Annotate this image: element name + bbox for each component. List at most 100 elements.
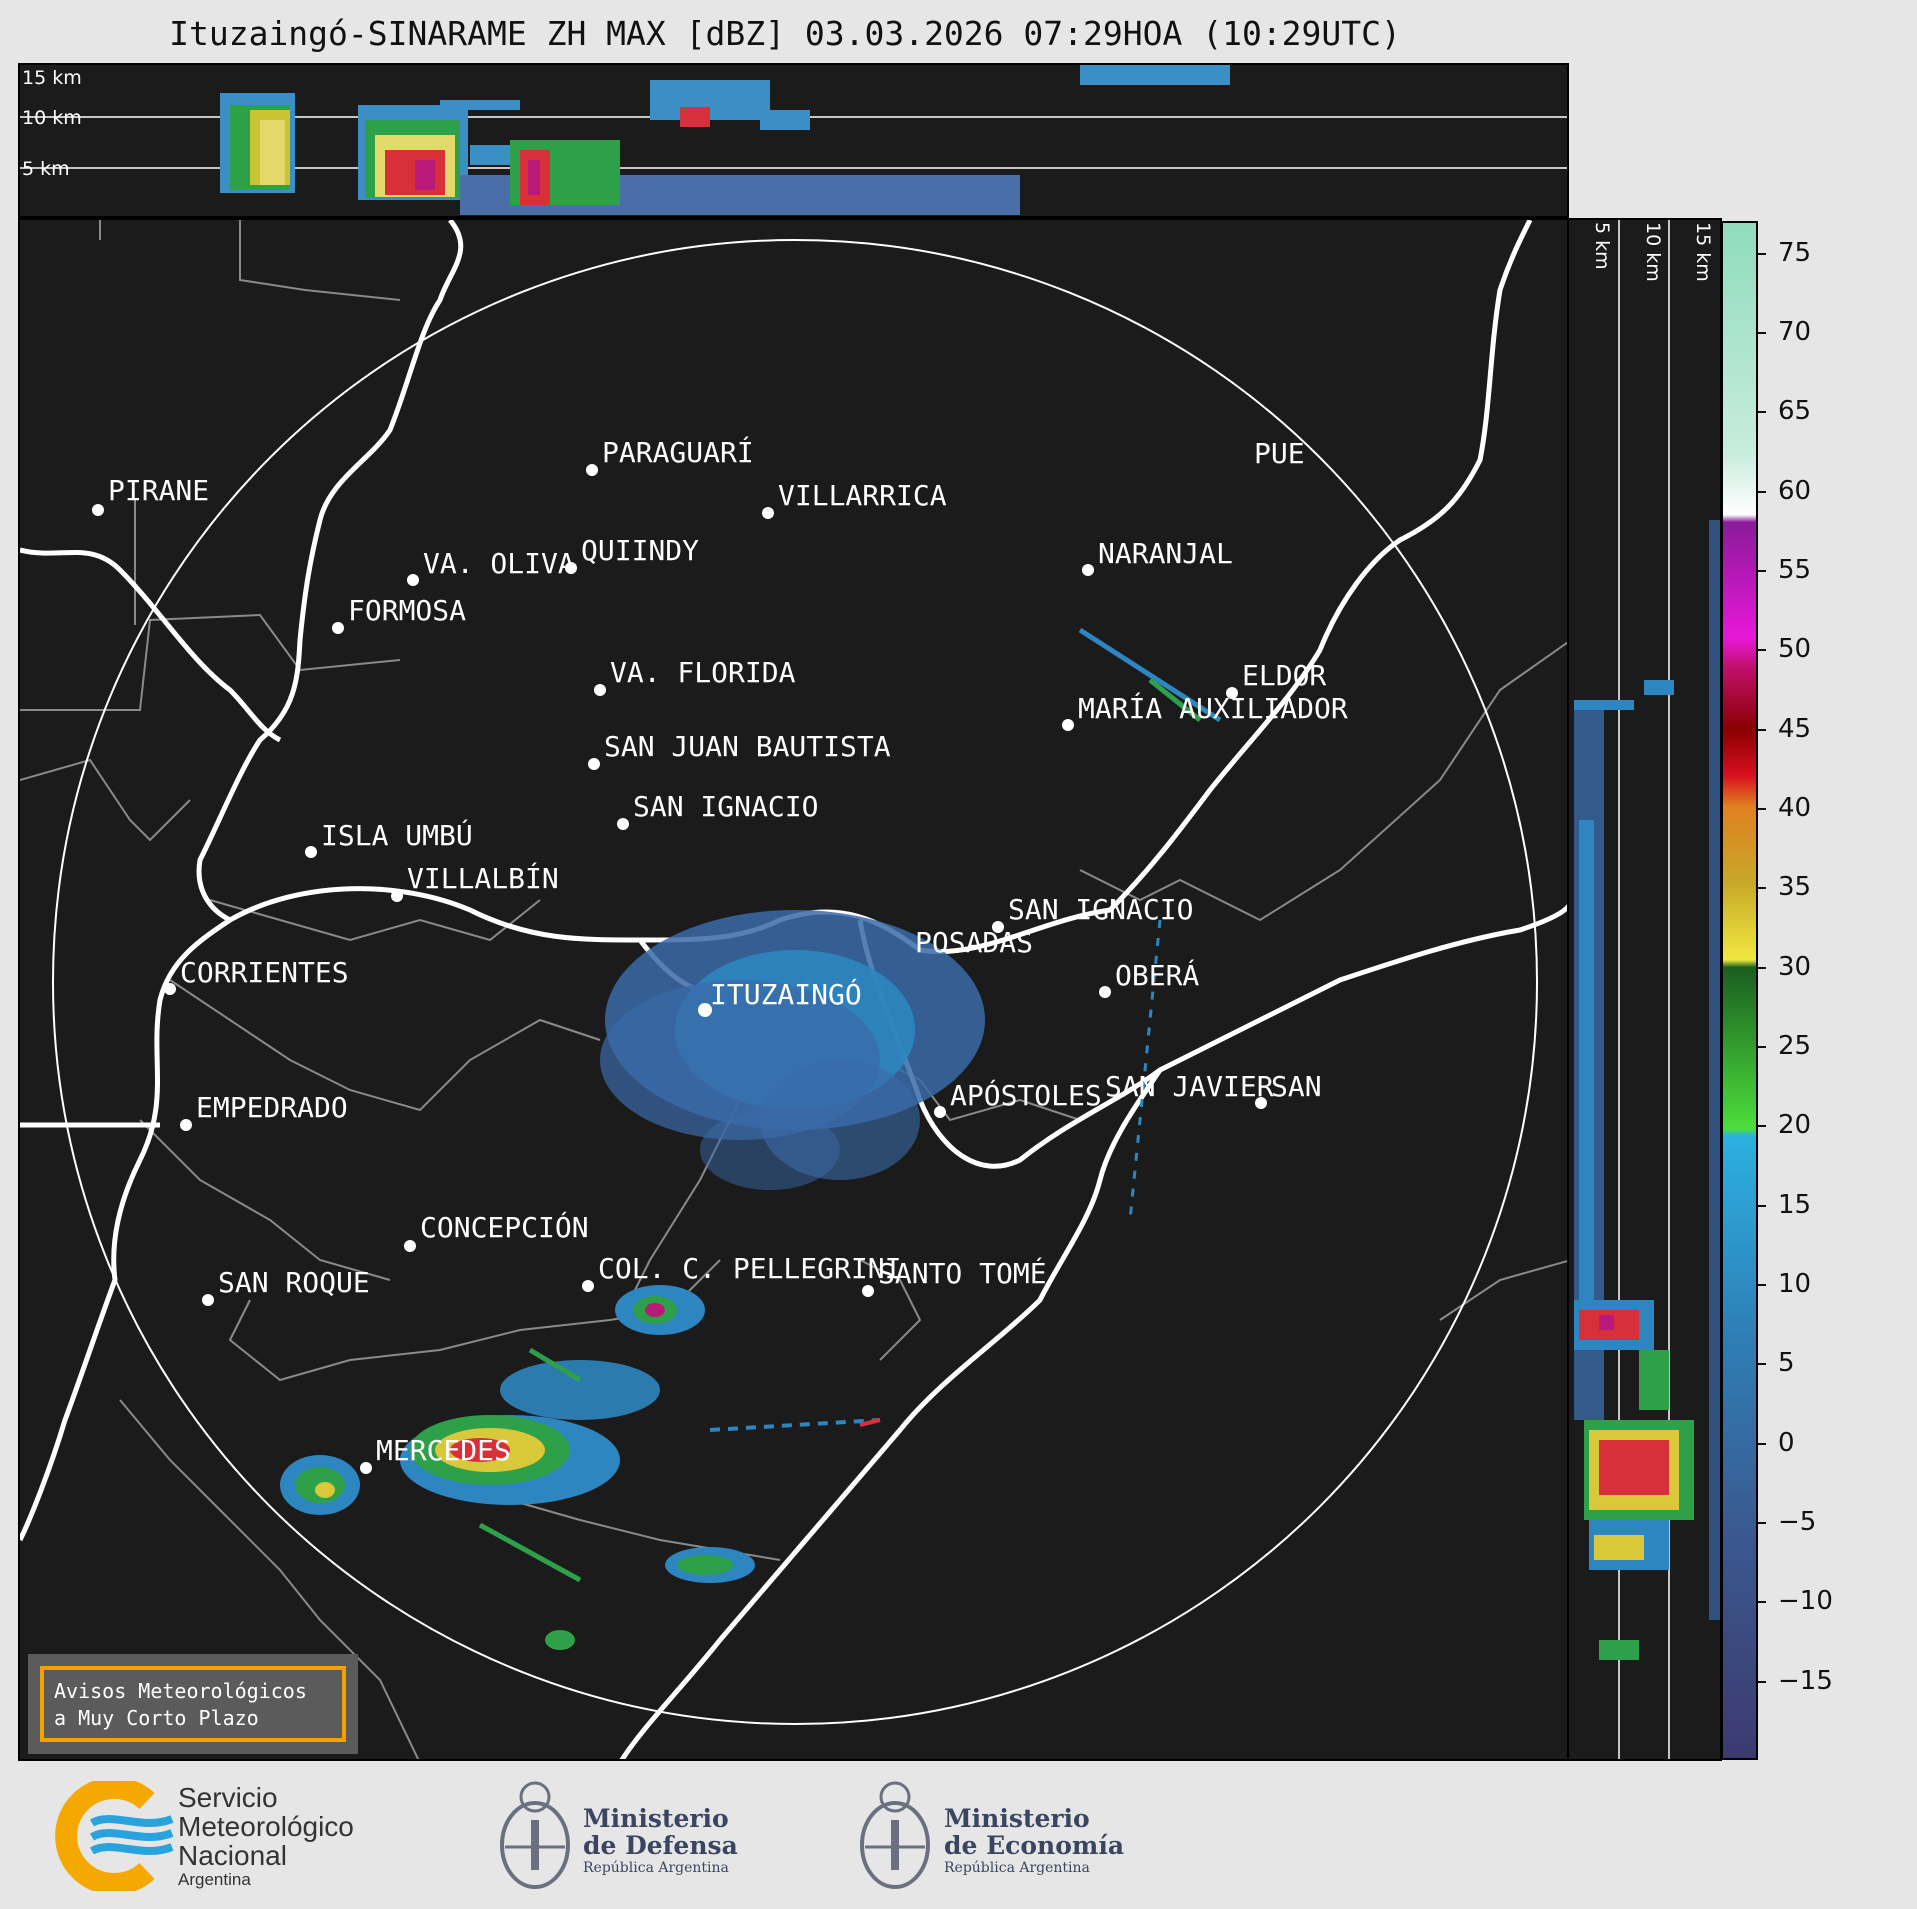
colorbar-tick-label: 40: [1778, 793, 1812, 824]
colorbar-tick-label: 75: [1778, 237, 1812, 268]
colorbar-tick-label: −5: [1778, 1507, 1817, 1537]
economia-logo-text: Ministerio de Economía República Argenti…: [944, 1805, 1124, 1877]
city-marker-paraguari: [586, 464, 598, 476]
city-marker-san: [1255, 1097, 1267, 1109]
city-marker-san-roque: [202, 1294, 214, 1306]
colorbar-tick-label: 30: [1778, 951, 1812, 982]
economia-seal-icon: [860, 1781, 930, 1889]
colorbar-tick-label: −15: [1778, 1665, 1833, 1696]
smn-line-3: Nacional: [178, 1840, 287, 1871]
top-echo-svg: [20, 65, 1567, 215]
city-label-quiindy: QUIINDY: [581, 534, 699, 567]
height-label-5km: 5 km: [22, 158, 70, 180]
city-marker-empedrado: [180, 1119, 192, 1131]
side-height-label-15km: 15 km: [1692, 222, 1714, 282]
radar-map: PIRANE PARAGUARÍ VILLARRICA QUIINDY VA. …: [18, 218, 1569, 1761]
colorbar-tick-mark: [1758, 490, 1766, 493]
city-label-obera: OBERÁ: [1115, 958, 1199, 992]
defensa-logo-text: Ministerio de Defensa República Argentin…: [583, 1805, 738, 1877]
city-label-san-javier: SAN JAVIER: [1105, 1070, 1274, 1103]
colorbar-tick-label: 35: [1778, 872, 1812, 903]
colorbar-tick-label: 15: [1778, 1189, 1812, 1220]
colorbar-tick-label: 55: [1778, 555, 1812, 586]
colorbar-tick-mark: [1758, 1601, 1766, 1604]
defensa-line-2: de Defensa: [583, 1831, 738, 1860]
city-label-maria-auxiliador: MARÍA AUXILIADOR: [1078, 691, 1348, 725]
colorbar-tick-mark: [1758, 252, 1766, 255]
height-label-10km: 10 km: [22, 107, 82, 129]
city-marker-san-ignacio-ar: [992, 921, 1004, 933]
city-label-corrientes: CORRIENTES: [180, 956, 349, 989]
city-label-san: SAN: [1271, 1070, 1322, 1103]
chart-title: Ituzaingó-SINARAME ZH MAX [dBZ] 03.03.20…: [169, 14, 1401, 53]
colorbar-tick-label: 50: [1778, 634, 1812, 665]
side-height-label-10km: 10 km: [1642, 222, 1664, 282]
colorbar-tick-mark: [1758, 808, 1766, 811]
smn-line-4: Argentina: [178, 1870, 251, 1889]
notice-box: Avisos Meteorológicos a Muy Corto Plazo: [28, 1654, 358, 1754]
city-label-mercedes: MERCEDES: [376, 1434, 511, 1467]
colorbar-tick-mark: [1758, 887, 1766, 890]
colorbar-tick-mark: [1758, 1363, 1766, 1366]
city-label-apostoles: APÓSTOLES: [950, 1078, 1102, 1112]
colorbar-tick-mark: [1758, 411, 1766, 414]
side-echo-svg: [1574, 220, 1720, 1759]
smn-line-1: Servicio: [178, 1782, 278, 1813]
city-marker-mercedes: [360, 1462, 372, 1474]
city-marker-villalbin: [391, 890, 403, 902]
city-marker-villarrica: [762, 507, 774, 519]
colorbar-tick-mark: [1758, 649, 1766, 652]
height-label-15km: 15 km: [22, 67, 82, 89]
colorbar-tick-mark: [1758, 1125, 1766, 1128]
city-label-villalbin: VILLALBÍN: [407, 861, 559, 895]
side-height-panel: 5 km 10 km 15 km: [1569, 218, 1722, 1761]
city-marker-eldor: [1226, 687, 1238, 699]
colorbar-tick-mark: [1758, 1522, 1766, 1524]
city-label-empedrado: EMPEDRADO: [196, 1091, 348, 1124]
colorbar-tick-mark: [1758, 1046, 1766, 1049]
city-label-isla-umbu: ISLA UMBÚ: [321, 818, 473, 852]
city-marker-apostoles: [934, 1106, 946, 1118]
city-marker-san-ignacio-py: [617, 818, 629, 830]
city-label-posadas: POSADAS: [915, 926, 1033, 959]
defensa-line-3: República Argentina: [583, 1860, 729, 1876]
colorbar-fill: [1723, 223, 1756, 1758]
notice-line-1: Avisos Meteorológicos: [54, 1679, 307, 1703]
top-echoes: [220, 65, 1230, 215]
city-label-paraguari: PARAGUARÍ: [602, 435, 754, 469]
city-marker-va-florida: [594, 684, 606, 696]
colorbar-tick-label: 20: [1778, 1110, 1812, 1141]
city-label-va-florida: VA. FLORIDA: [610, 656, 796, 689]
city-label-naranjal: NARANJAL: [1098, 537, 1233, 570]
defensa-seal-icon: [500, 1781, 570, 1889]
city-label-san-ignacio-ar: SAN IGNACIO: [1008, 893, 1193, 926]
city-label-va-oliva: VA. OLIVA: [423, 547, 575, 580]
city-label-ituzaingo: ITUZAINGÓ: [710, 977, 862, 1011]
colorbar-tick-area: 75 70 65 60 55 50 45 40 35 30 25 20 15 10 5 0 −5 −10 −15: [1758, 221, 1917, 1760]
colorbar-tick-label: 65: [1778, 396, 1812, 427]
colorbar-tick-label: −10: [1778, 1586, 1833, 1617]
colorbar-tick-label: 25: [1778, 1031, 1812, 1062]
colorbar-tick-mark: [1758, 1442, 1766, 1445]
city-marker-quiindy: [565, 562, 577, 574]
smn-logo-text: Servicio Meteorológico Nacional Argentin…: [178, 1783, 354, 1890]
city-marker-isla-umbu: [305, 846, 317, 858]
city-label-col-pellegrini: COL. C. PELLEGRINI: [598, 1252, 901, 1285]
city-marker-ituzaingo: [698, 1003, 712, 1017]
colorbar-tick-mark: [1758, 570, 1766, 573]
country-borders: [20, 220, 1567, 1759]
colorbar-tick-label: 45: [1778, 713, 1812, 744]
colorbar-tick-label: 60: [1778, 475, 1812, 506]
city-marker-va-oliva: [407, 574, 419, 586]
city-label-san-ignacio-py: SAN IGNACIO: [633, 790, 818, 823]
economia-line-3: República Argentina: [944, 1860, 1090, 1876]
colorbar-tick-mark: [1758, 332, 1766, 335]
colorbar-tick-label: 10: [1778, 1269, 1812, 1300]
city-label-eldor: ELDOR: [1242, 659, 1326, 692]
colorbar-tick-mark: [1758, 728, 1766, 731]
notice-line-2: a Muy Corto Plazo: [54, 1706, 259, 1730]
colorbar-tick-label: 70: [1778, 317, 1812, 348]
city-marker-santo-tome: [862, 1285, 874, 1297]
dbz-colorbar: [1721, 221, 1758, 1760]
economia-line-1: Ministerio: [944, 1804, 1090, 1833]
